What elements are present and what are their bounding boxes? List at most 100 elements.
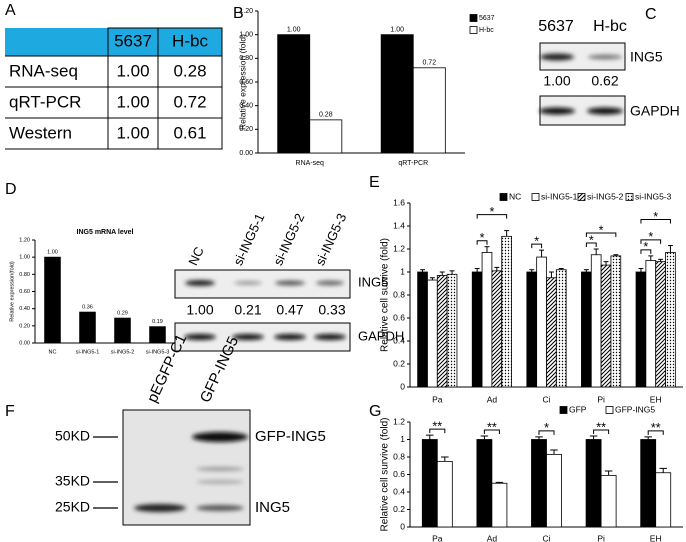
significance-label: * (480, 231, 485, 245)
significance-bracket (531, 243, 543, 249)
panel-label: E (369, 174, 380, 191)
significance-label: * (653, 210, 658, 224)
table-header: H-bc (172, 31, 208, 50)
x-tick-label: si-ING5-1 (76, 349, 100, 355)
significance-bracket (585, 232, 617, 237)
significance-label: * (544, 421, 549, 435)
significance-bracket (640, 219, 671, 224)
legend-swatch (625, 193, 634, 201)
legend-label: GFP-ING5 (615, 404, 655, 414)
x-tick-label: Ci (542, 394, 550, 404)
y-tick-label: 0.8 (393, 451, 405, 461)
x-tick-label: si-ING5-3 (146, 349, 170, 355)
x-tick-label: EH (650, 394, 662, 404)
lane-label: si-ING5-2 (270, 211, 307, 268)
legend-label: si-ING5-2 (587, 191, 624, 201)
lane-label: H-bc (593, 18, 627, 35)
band-label: ING5 (255, 499, 290, 516)
bar (79, 311, 96, 344)
band (274, 334, 306, 340)
lane-label: NC (185, 244, 207, 267)
table-cell: 0.61 (173, 123, 206, 142)
y-tick-label: 1.6 (393, 197, 405, 207)
panel-label: F (5, 403, 15, 420)
band (196, 467, 244, 471)
band (316, 280, 344, 286)
bar (585, 439, 602, 528)
chart-title: ING5 mRNA level (77, 229, 134, 236)
bar (476, 439, 493, 528)
y-tick-label: 0.40 (239, 103, 253, 110)
y-tick-label: 1.00 (19, 255, 30, 261)
panel-label: C (645, 6, 657, 23)
y-tick-label: 0.20 (239, 126, 253, 133)
panel-label: B (233, 5, 244, 22)
y-tick-label: 0.60 (239, 79, 253, 86)
significance-bracket (640, 249, 652, 254)
row-label: Western (9, 123, 72, 142)
y-tick-label: 1.20 (19, 237, 30, 243)
panel-label: G (369, 403, 381, 420)
bar (600, 264, 612, 388)
table-cell: 0.72 (173, 92, 206, 111)
band (588, 54, 622, 60)
y-tick-label: 0 (400, 381, 405, 391)
bar (655, 472, 672, 528)
x-tick-label: qRT-PCR (398, 160, 428, 167)
y-tick-label: 0 (400, 521, 405, 531)
lane-label: si-ING5-3 (312, 211, 349, 268)
value-label: 1.00 (47, 250, 58, 256)
lane-label: 5637 (538, 18, 574, 35)
y-axis-label: Relative cell survive (fold) (380, 238, 391, 352)
significance-bracket (640, 239, 662, 244)
lane-label: si-ING5-1 (230, 211, 267, 268)
legend-swatch (469, 14, 478, 22)
y-tick-label: 1.2 (393, 416, 405, 426)
band (587, 107, 623, 115)
significance-label: ** (432, 419, 442, 433)
y-tick-label: 0.6 (393, 469, 405, 479)
bar (501, 235, 512, 388)
value-label: 1.00 (390, 27, 404, 34)
band (234, 281, 262, 285)
y-tick-label: 0.00 (19, 340, 30, 346)
band (540, 53, 574, 61)
y-tick-label: 1.4 (393, 220, 405, 230)
panel-label: D (5, 181, 17, 198)
bar (44, 256, 61, 344)
legend-swatch (499, 193, 508, 201)
x-tick-label: RNA-seq (296, 160, 325, 167)
bar (491, 482, 508, 528)
row-label: qRT-PCR (9, 92, 81, 111)
y-tick-label: 0.4 (393, 335, 405, 345)
bar (471, 271, 483, 388)
band-label: GAPDH (630, 103, 680, 119)
legend-label: si-ING5-1 (541, 191, 578, 201)
bar (417, 271, 428, 388)
legend-label: H-bc (479, 27, 494, 34)
blot-c: 5637 H-bc ING5 1.00 0.62 GAPDH (538, 18, 680, 126)
significance-label: ** (596, 420, 606, 434)
bar (436, 460, 453, 528)
legend-swatch (531, 193, 540, 201)
band-label: GFP-ING5 (255, 428, 326, 445)
legend-swatch (605, 406, 614, 414)
bar (491, 270, 503, 388)
table-cell: 1.00 (116, 61, 149, 80)
significance-bracket (429, 428, 446, 434)
y-tick-label: 1 (400, 266, 405, 276)
quantification: 0.21 (234, 302, 261, 318)
header-row (5, 28, 222, 56)
x-tick-label: Pi (597, 394, 605, 404)
bar (536, 256, 547, 388)
x-tick-label: Ci (542, 533, 550, 542)
bar (645, 260, 657, 388)
quantification: 1.00 (186, 302, 213, 318)
bar (412, 67, 446, 154)
band-label: ING5 (630, 49, 663, 65)
y-tick-label: 0.80 (239, 55, 253, 62)
band-label: ING5 (358, 274, 388, 289)
bar (114, 317, 131, 344)
quantification: 0.33 (318, 302, 345, 318)
